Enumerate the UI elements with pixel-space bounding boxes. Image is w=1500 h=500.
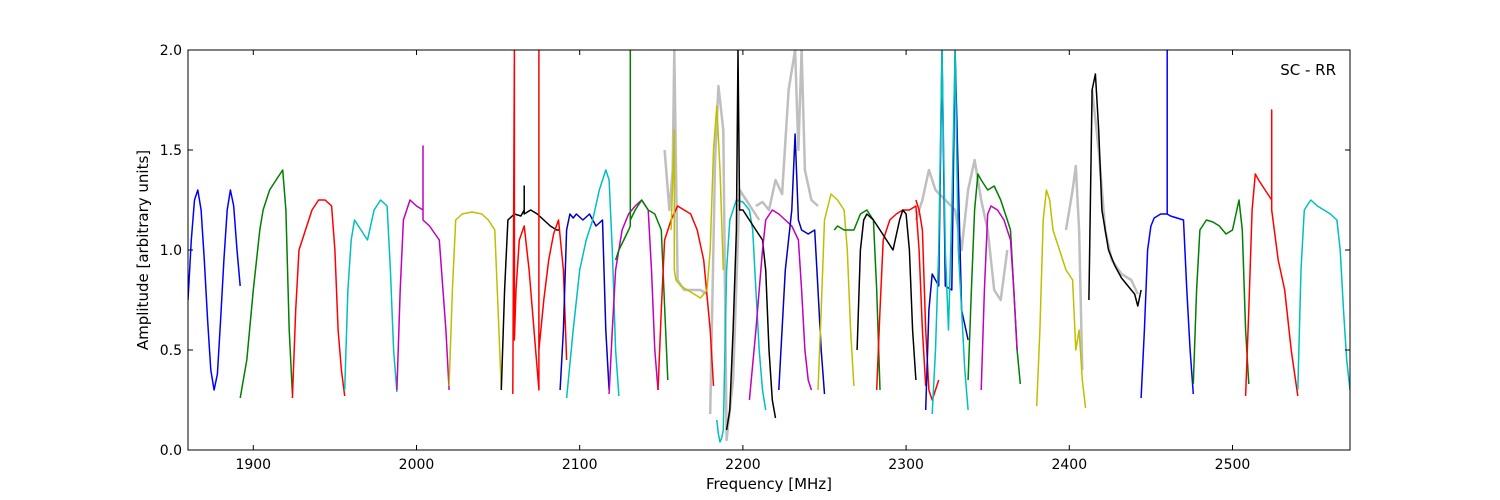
y-tick-label: 2.0 [160, 43, 182, 59]
series-line-15 [725, 50, 777, 431]
series-line-17 [778, 133, 826, 395]
series-line-21 [856, 209, 917, 381]
series-line-1 [239, 169, 294, 399]
series-line-29 [1140, 50, 1195, 399]
x-tick-label: 2100 [562, 457, 598, 473]
tick-layer: 1900 2000 2100 2200 2300 2400 2500 0.0 0.5 1.0 1.5… [160, 43, 1350, 473]
x-tick-label: 2000 [399, 457, 435, 473]
series-layer [188, 50, 1350, 443]
series-line-12 [657, 205, 715, 391]
x-tick-label: 2400 [1051, 457, 1087, 473]
y-tick-label: 0.5 [160, 343, 182, 359]
series-line-3 [343, 199, 398, 393]
series-line-0 [188, 189, 241, 391]
series-line-5 [448, 211, 503, 391]
x-tick-label: 2200 [725, 457, 761, 473]
series-line-18 [817, 193, 855, 391]
series-line-4 [396, 145, 450, 391]
series-line-23 [924, 50, 969, 411]
y-tick-label: 0.0 [160, 443, 182, 459]
series-line-10 [608, 199, 659, 395]
x-axis-label: Frequency [MHz] [706, 475, 832, 493]
plot-frame [187, 49, 1351, 451]
series-line-32 [1297, 199, 1350, 391]
background-series-line-5 [663, 50, 708, 296]
series-line-7 [512, 50, 568, 395]
x-tick-label: 1900 [235, 457, 271, 473]
x-tick-label: 2300 [888, 457, 924, 473]
x-tick-label: 2500 [1215, 457, 1251, 473]
series-line-8 [559, 213, 610, 391]
series-line-31 [1244, 109, 1299, 397]
series-line-19 [833, 209, 881, 391]
chart-annotation: SC - RR [1280, 61, 1336, 79]
series-line-26 [980, 205, 1018, 391]
series-line-20 [875, 205, 927, 391]
series-line-2 [291, 199, 346, 399]
series-line-24 [931, 50, 969, 415]
background-series-line-3 [1064, 164, 1084, 371]
series-line-11 [614, 50, 669, 381]
y-axis-label: Amplitude [arbitrary units] [134, 150, 152, 350]
y-tick-label: 1.0 [160, 243, 182, 259]
series-line-6 [500, 185, 561, 391]
y-tick-label: 1.5 [160, 143, 182, 159]
background-series-line-1 [755, 50, 819, 212]
series-line-16 [748, 209, 813, 401]
background-series-line-4 [1090, 89, 1139, 295]
series-line-13 [670, 105, 725, 299]
series-line-28 [1088, 73, 1142, 307]
series-line-27 [1035, 189, 1087, 409]
background-series-line-2 [914, 158, 1009, 302]
series-line-9 [565, 169, 620, 399]
series-line-30 [1192, 199, 1250, 385]
